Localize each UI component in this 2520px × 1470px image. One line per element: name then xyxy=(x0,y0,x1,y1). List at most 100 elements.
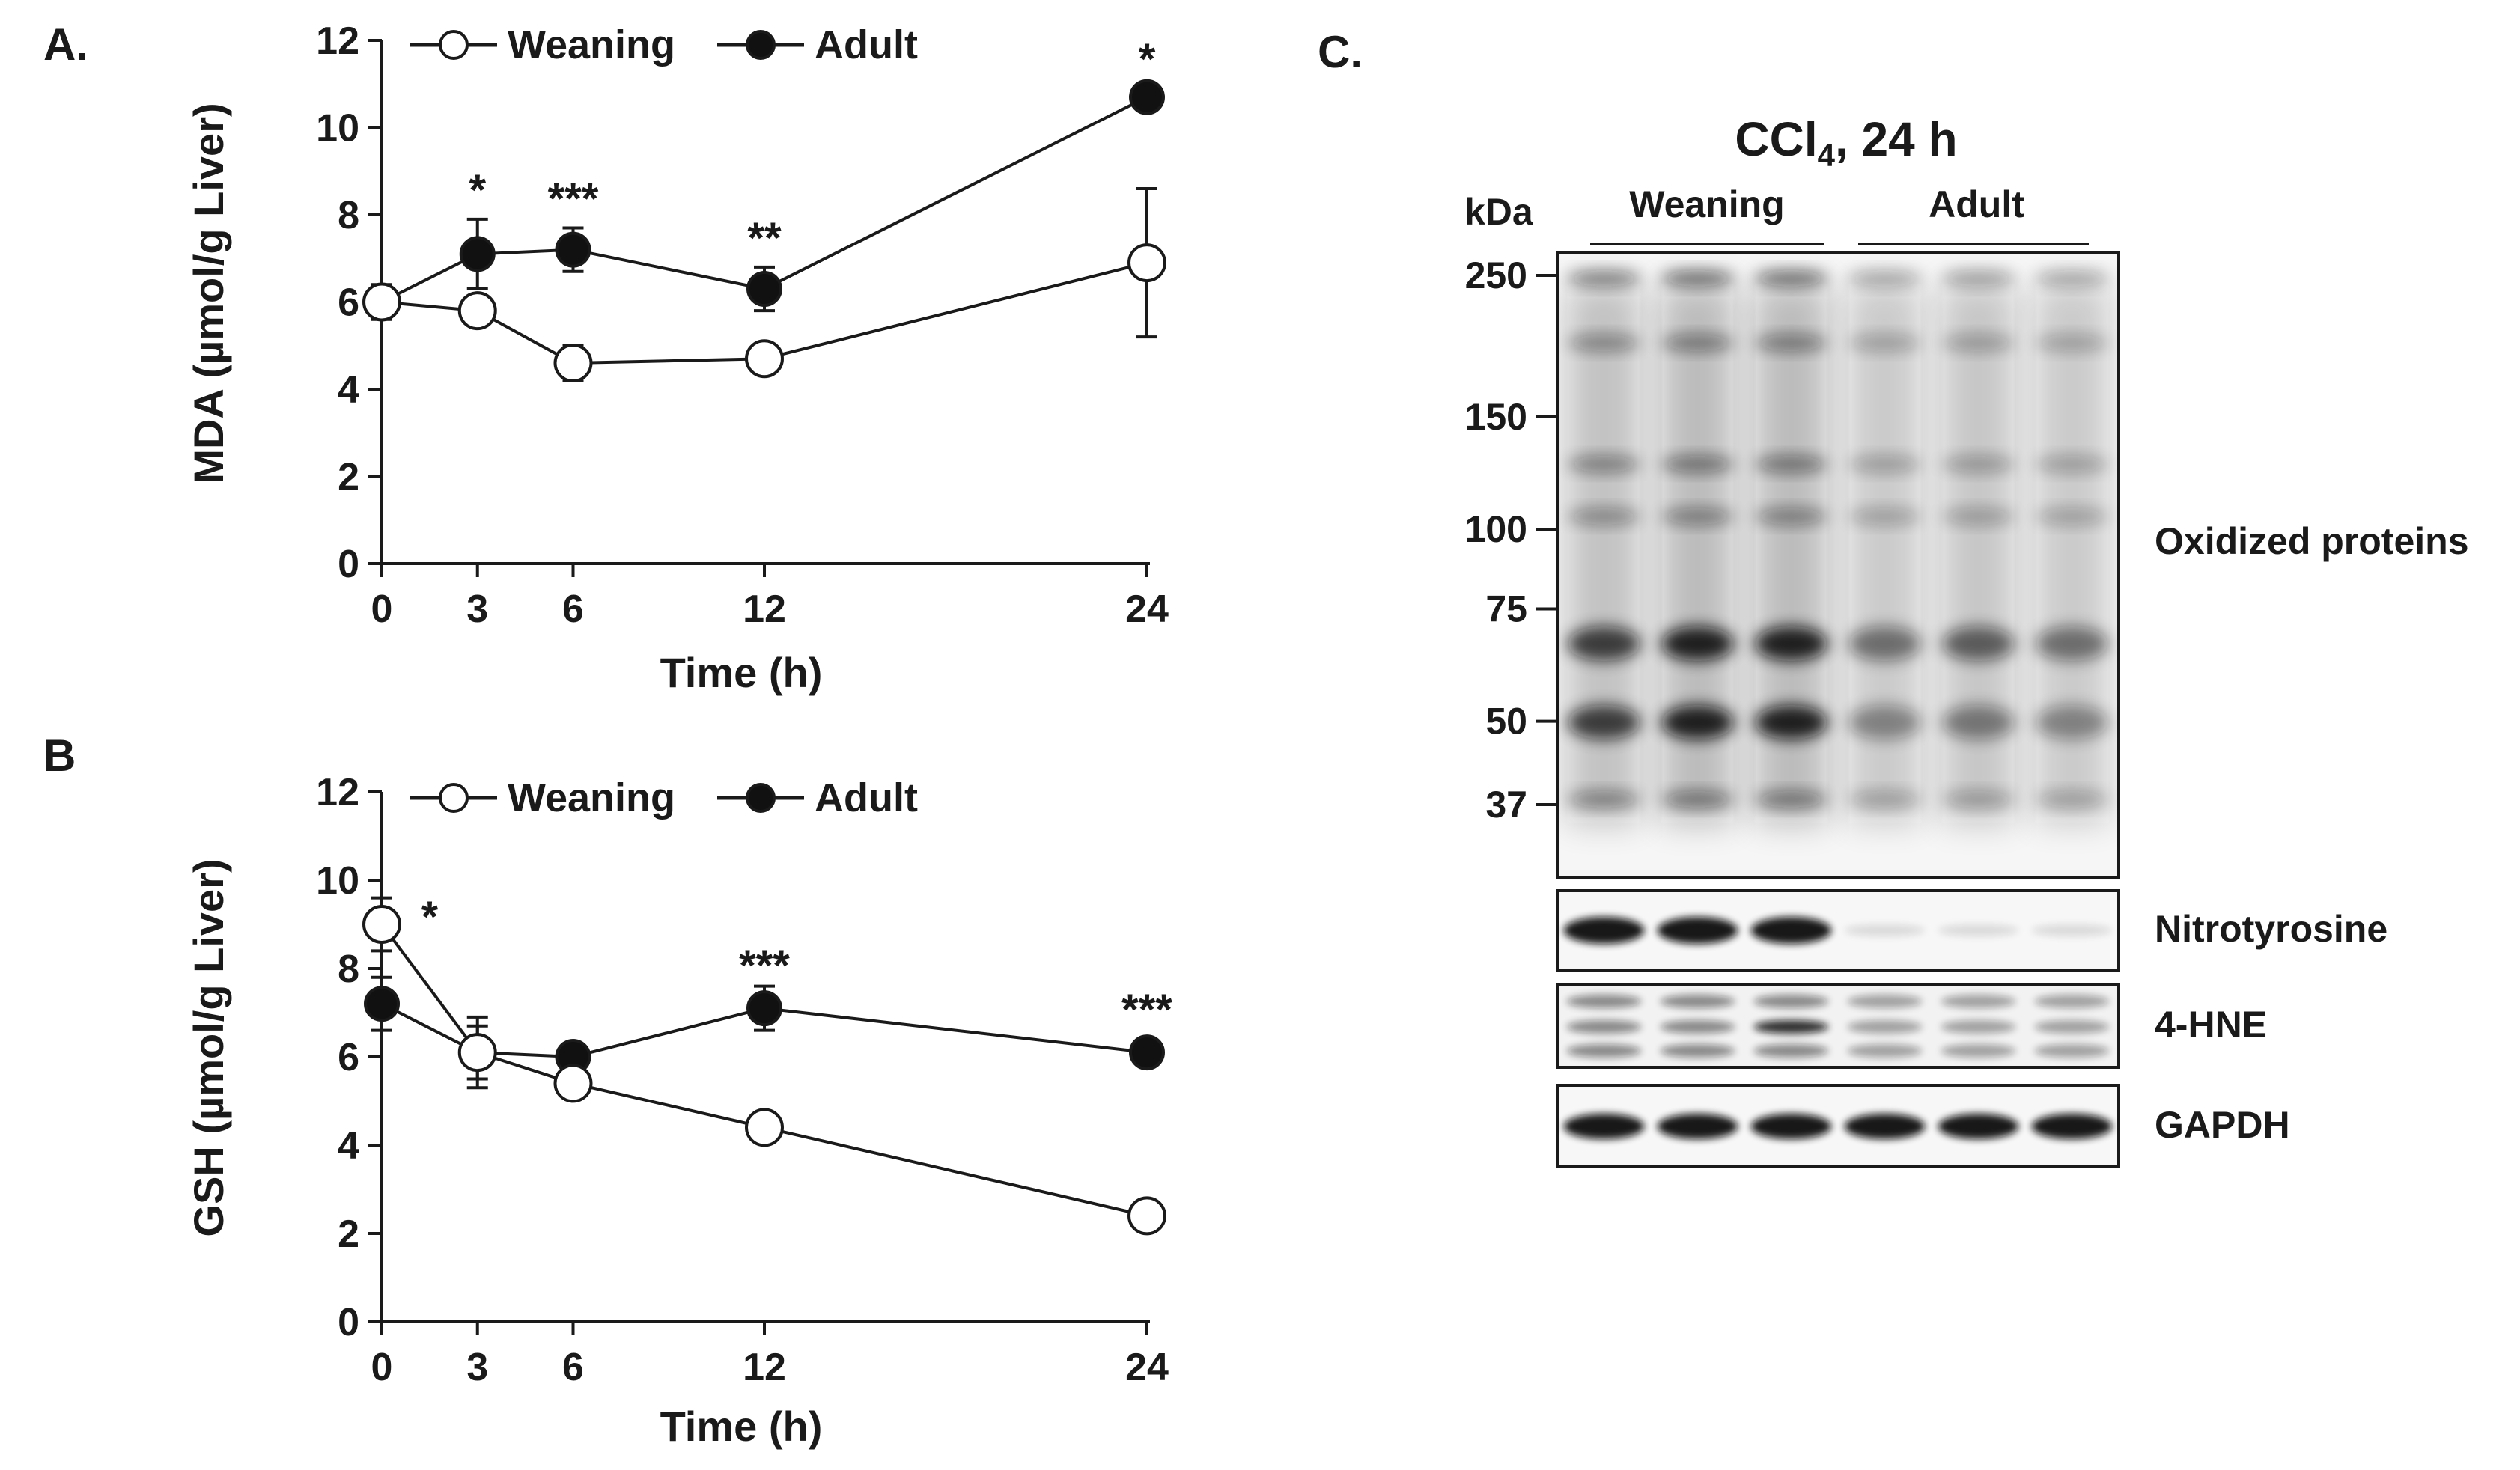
oxidized-proteins-band xyxy=(1661,508,1735,525)
row-label-nitrotyrosine: Nitrotyrosine xyxy=(2155,908,2387,950)
kda-marker-ladder: 250 150 100 75 50 37 xyxy=(1465,254,1557,826)
mda-weaning-point xyxy=(457,291,497,331)
oxidized-proteins-band xyxy=(2035,626,2109,661)
oxidized-proteins-band xyxy=(1848,508,1922,525)
mda-y-tick-label: 0 xyxy=(338,543,359,586)
nitrotyrosine-band xyxy=(2031,924,2113,936)
nitrotyrosine-blot-frame xyxy=(1556,889,2120,972)
gsh-adult-point xyxy=(1129,1034,1165,1071)
hne-band xyxy=(1566,1044,1642,1058)
kda-marker-label: 250 xyxy=(1465,254,1527,296)
oxidized-proteins-band xyxy=(1848,705,1922,739)
oxidized-proteins-lane-smear xyxy=(1567,284,1641,823)
mda-x-tick-label: 24 xyxy=(1125,588,1169,631)
gsh-chart-series: ******* xyxy=(362,893,1172,1236)
oxidized-proteins-band xyxy=(1661,705,1735,739)
oxidized-proteins-band xyxy=(1941,270,2015,287)
gsh-weaning-point xyxy=(362,905,401,944)
gsh-y-tick-label: 6 xyxy=(338,1036,359,1079)
kda-marker-label: 37 xyxy=(1485,784,1527,826)
oxidized-proteins-band xyxy=(1941,456,2015,472)
hne-blot-frame xyxy=(1556,983,2120,1069)
mda-chart-series: * ****** xyxy=(362,35,1166,383)
oxidized-proteins-band xyxy=(1754,270,1828,287)
hne-band xyxy=(2034,1020,2110,1034)
gapdh-band xyxy=(1563,1114,1645,1139)
mda-x-axis-label: Time (h) xyxy=(660,649,823,696)
oxidized-proteins-band xyxy=(1941,626,2015,661)
mda-x-tick-label: 6 xyxy=(562,588,584,631)
mda-y-tick-label: 12 xyxy=(316,19,359,63)
gsh-legend-weaning-marker xyxy=(439,783,469,813)
hne-band xyxy=(1660,1020,1735,1034)
oxidized-proteins-band xyxy=(1567,270,1641,287)
oxidized-proteins-band xyxy=(1848,791,1922,808)
oxidized-proteins-band xyxy=(1567,626,1641,661)
gsh-adult-point xyxy=(364,986,400,1022)
kda-marker-label: 150 xyxy=(1465,396,1527,438)
gsh-weaning-point xyxy=(745,1108,784,1147)
mda-y-tick-label: 10 xyxy=(316,107,359,150)
hne-band xyxy=(1566,995,1642,1008)
nitrotyrosine-band xyxy=(1657,917,1738,944)
row-label-4-hne: 4-HNE xyxy=(2155,1004,2267,1046)
oxidized-proteins-blot-frame xyxy=(1556,251,2120,879)
mda-adult-point xyxy=(1129,79,1165,115)
mda-legend-adult-label: Adult xyxy=(815,22,918,67)
gapdh-band xyxy=(1750,1114,1832,1139)
mda-x-tick-label: 3 xyxy=(466,588,488,631)
mda-x-tick-label: 12 xyxy=(743,588,786,631)
gsh-y-tick-label: 2 xyxy=(338,1213,359,1256)
mda-significance-marker: * xyxy=(1139,35,1156,84)
hne-lanes xyxy=(1566,995,2110,1058)
oxidized-proteins-band xyxy=(1661,335,1735,351)
kda-marker-label: 50 xyxy=(1485,701,1527,742)
panel-label-a: A. xyxy=(43,19,88,70)
mda-x-tick-label: 0 xyxy=(371,588,393,631)
oxidized-proteins-band xyxy=(1848,270,1922,287)
oxidized-proteins-band xyxy=(1848,456,1922,472)
nitrotyrosine-band xyxy=(1563,917,1645,944)
oxidized-proteins-band xyxy=(1567,335,1641,351)
group-label-weaning: Weaning xyxy=(1629,183,1784,225)
gsh-legend-weaning-label: Weaning xyxy=(508,775,675,820)
hne-band xyxy=(1847,995,1923,1008)
row-label-oxidized-proteins: Oxidized proteins xyxy=(2155,520,2469,562)
hne-band xyxy=(2034,1044,2110,1058)
hne-band xyxy=(1847,1044,1923,1058)
kda-marker-label: 75 xyxy=(1485,588,1527,630)
blot-title-rest: , 24 h xyxy=(1835,112,1958,166)
gsh-significance-marker: *** xyxy=(739,942,790,990)
oxidized-proteins-band xyxy=(1661,270,1735,287)
oxidized-proteins-band xyxy=(1848,335,1922,351)
oxidized-proteins-lane-smear xyxy=(1661,284,1735,823)
mda-significance-marker: *** xyxy=(548,175,599,224)
oxidized-proteins-band xyxy=(1567,705,1641,739)
blot-title-main: CCl xyxy=(1735,112,1817,166)
hne-band xyxy=(1660,995,1735,1008)
gsh-weaning-point xyxy=(457,1033,497,1073)
oxidized-proteins-band xyxy=(1567,456,1641,472)
gsh-y-tick-label: 8 xyxy=(338,948,359,991)
oxidized-proteins-band xyxy=(2035,335,2109,351)
gsh-weaning-point xyxy=(553,1064,593,1103)
hne-band xyxy=(1847,1020,1923,1034)
row-label-gapdh: GAPDH xyxy=(2155,1104,2290,1146)
mda-legend-weaning-label: Weaning xyxy=(508,22,675,67)
oxidized-proteins-band xyxy=(2035,508,2109,525)
gapdh-band xyxy=(1844,1114,1926,1139)
oxidized-proteins-lane-smear xyxy=(1848,284,1922,823)
gsh-y-tick-label: 10 xyxy=(316,859,359,903)
gsh-x-tick-label: 3 xyxy=(466,1346,488,1389)
oxidized-proteins-band xyxy=(1661,626,1735,661)
oxidized-proteins-band xyxy=(1661,791,1735,808)
oxidized-proteins-band xyxy=(1754,705,1828,739)
gsh-weaning-point xyxy=(1127,1196,1166,1236)
hne-band xyxy=(1566,1020,1642,1034)
mda-weaning-point xyxy=(745,339,784,379)
gsh-adult-point xyxy=(746,990,782,1027)
nitrotyrosine-band xyxy=(1750,917,1832,944)
